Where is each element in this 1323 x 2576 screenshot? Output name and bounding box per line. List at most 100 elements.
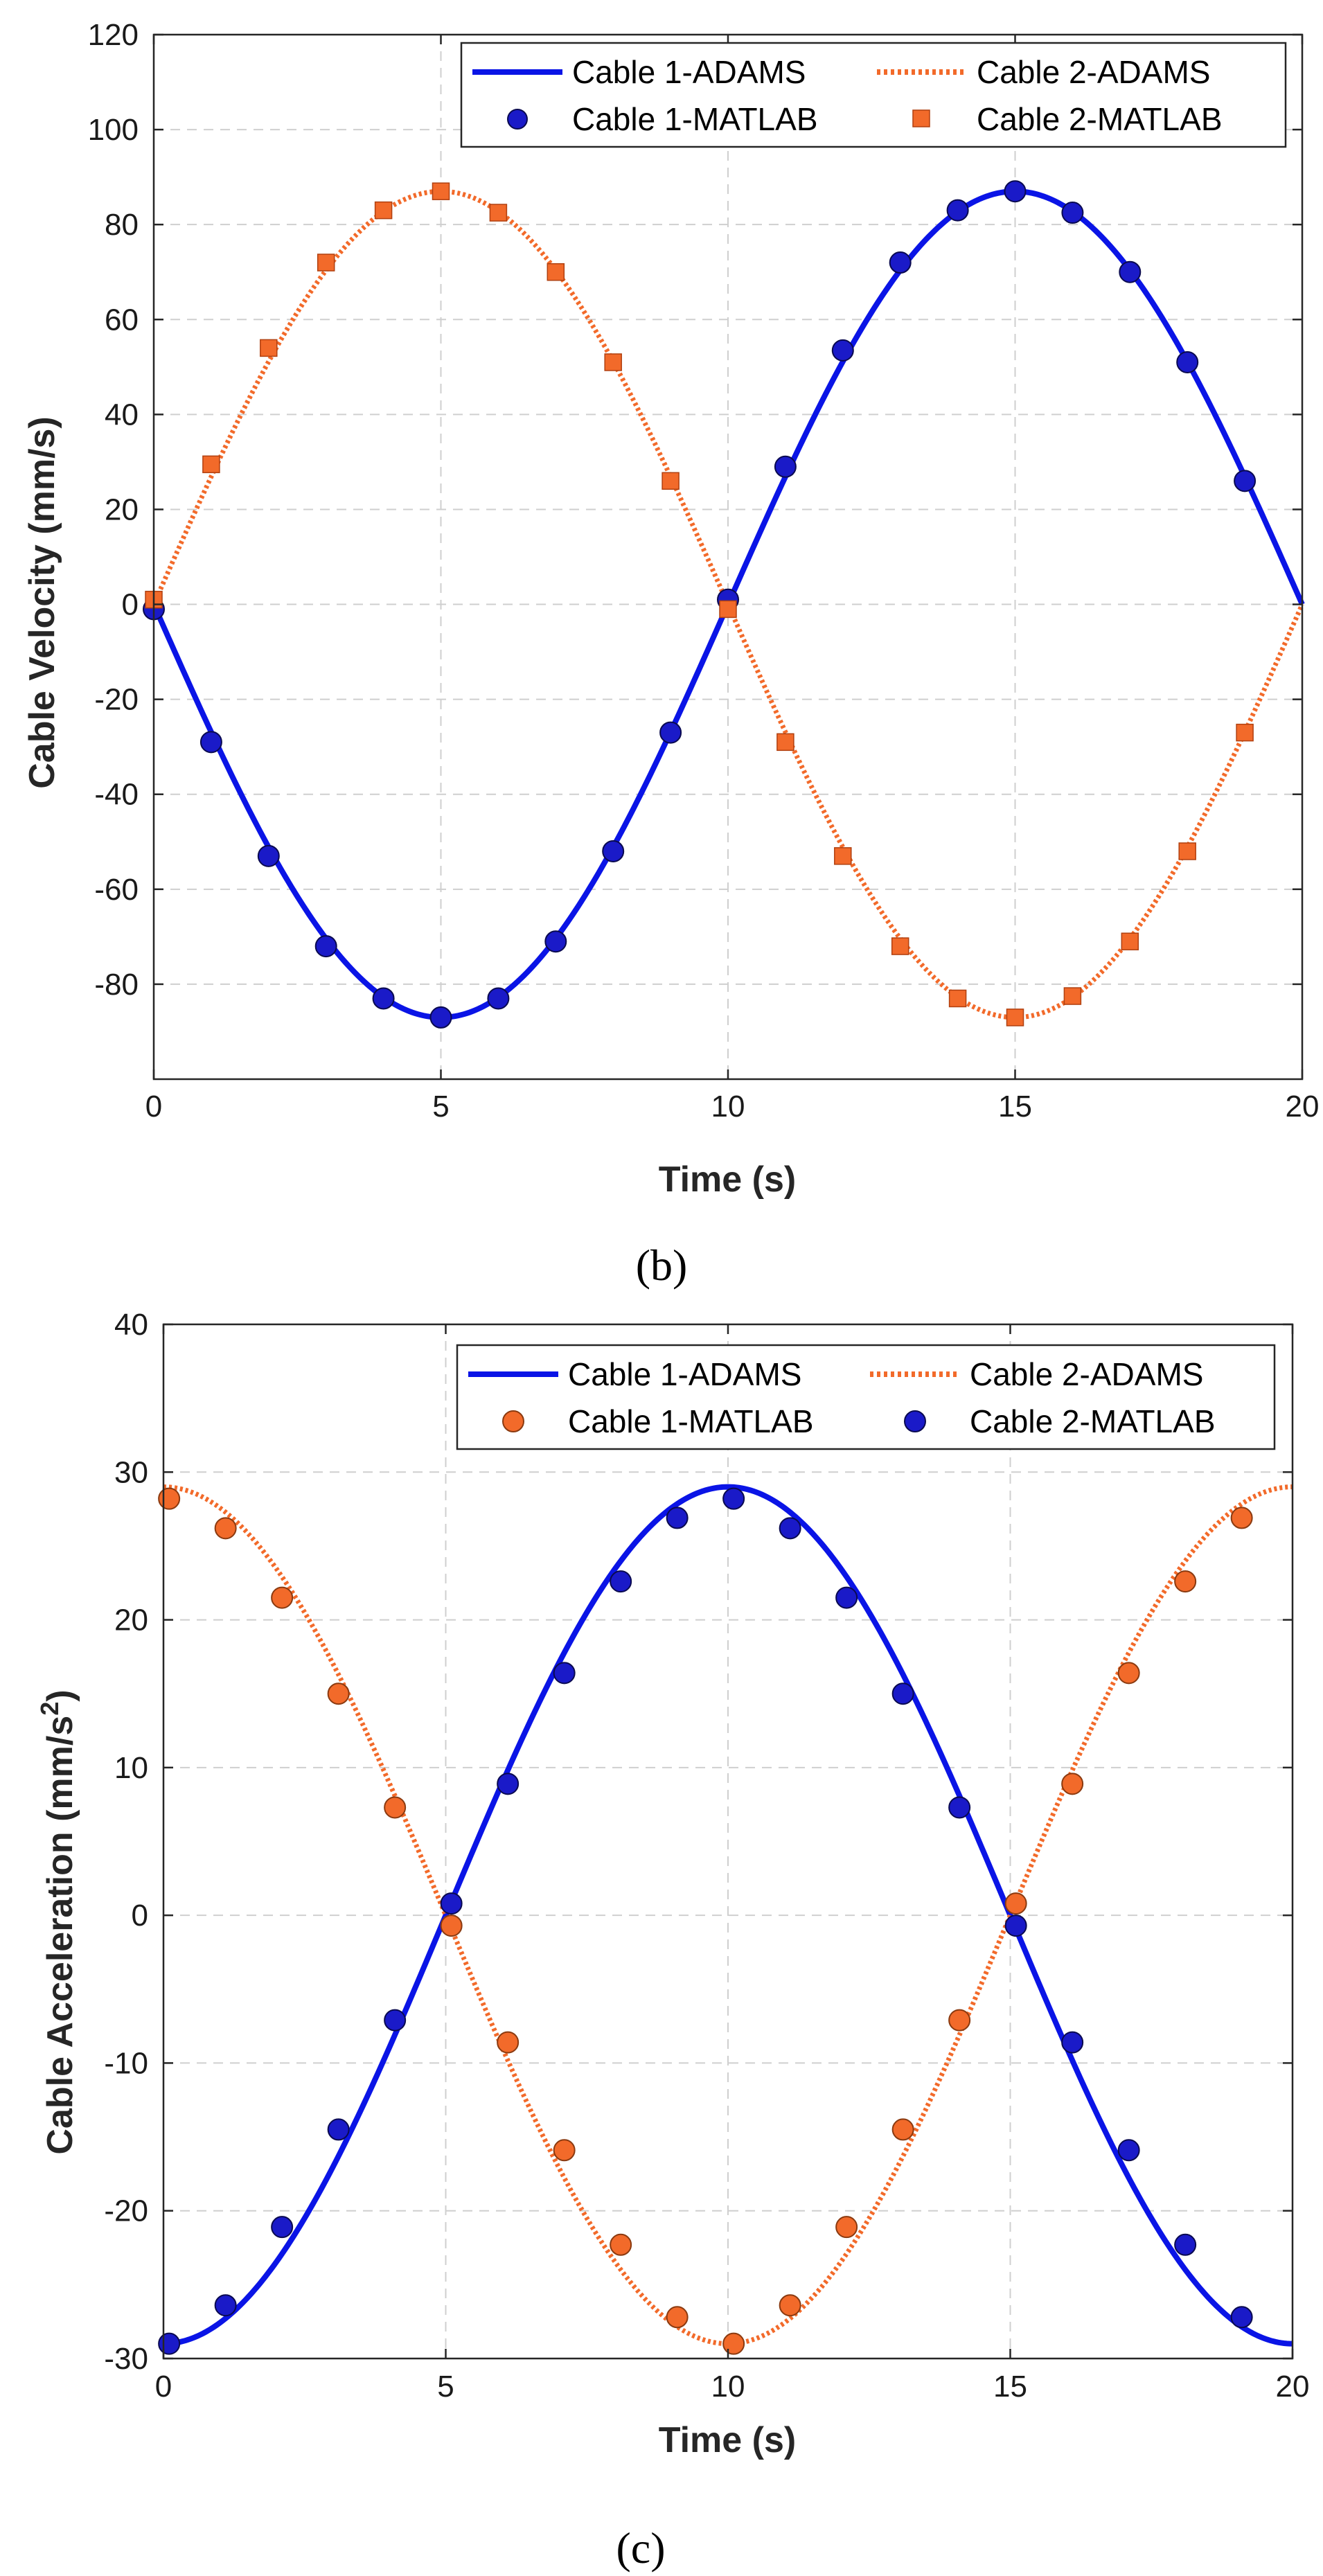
acceleration-series-cable-1-matlab-point <box>948 2009 971 2032</box>
acceleration-y-tick-label: -20 <box>104 2194 148 2228</box>
acceleration-series-cable-1-matlab-point <box>384 1796 407 1819</box>
acceleration-x-tick-label: 10 <box>711 2370 745 2404</box>
acceleration-series-cable-1-matlab-point <box>1230 1507 1253 1529</box>
velocity-series-cable-2-matlab-point <box>1063 987 1082 1005</box>
legend-label-cable2-matlab: Cable 2-MATLAB <box>970 1403 1216 1439</box>
acceleration-series-cable-1-matlab-point <box>1117 1662 1140 1685</box>
acceleration-y-tick-label: 0 <box>132 1899 148 1933</box>
velocity-series-cable-2-matlab-point <box>834 847 852 865</box>
velocity-series-cable-1-matlab-point <box>1234 470 1257 492</box>
acceleration-series-cable-1-matlab-point <box>835 2216 858 2239</box>
velocity-y-tick-label: -40 <box>94 778 139 812</box>
velocity-series-cable-1-matlab-point <box>429 1006 452 1029</box>
velocity-y-tick-label: -60 <box>94 873 139 907</box>
velocity-x-tick-label: 10 <box>711 1090 745 1123</box>
velocity-series <box>143 180 1305 1029</box>
acceleration-series-cable-2-matlab-point <box>1230 2306 1253 2329</box>
acceleration-series-cable-1-matlab-point <box>610 2233 632 2256</box>
acceleration-legend-box <box>456 1344 1276 1450</box>
acceleration-series-cable-2-matlab-point <box>158 2332 181 2355</box>
caption-c: (c) <box>616 2523 665 2573</box>
acceleration-chart: 0 5 10 15 20 -30 -20 -10 0 10 20 30 40 Time (s) Cabl… <box>35 1308 1309 2573</box>
velocity-series-cable-1-matlab-point <box>314 935 337 958</box>
acceleration-series-cable-2-matlab-point <box>1004 1915 1027 1937</box>
velocity-x-tick-label: 5 <box>432 1090 449 1123</box>
acceleration-series-cable-2-matlab-point <box>440 1892 463 1915</box>
velocity-x-tick-label: 0 <box>145 1090 162 1123</box>
velocity-series-cable-1-matlab-point <box>257 844 280 867</box>
velocity-series-cable-2-matlab-point <box>1236 723 1254 742</box>
acceleration-series-cable-2-matlab-point <box>835 1586 858 1609</box>
velocity-y-tick-label: 20 <box>105 492 139 526</box>
velocity-series-cable-2-matlab-point <box>1121 932 1139 950</box>
velocity-y-tick-label: 80 <box>105 208 139 242</box>
velocity-legend: Cable 1-ADAMS Cable 2-ADAMS Cable 1-MATL… <box>460 42 1287 148</box>
acceleration-series-cable-1-matlab-point <box>891 2118 914 2141</box>
acceleration-series-cable-2-matlab-point <box>722 1487 745 1510</box>
velocity-series-cable-1-matlab-point <box>1004 180 1027 203</box>
velocity-grid <box>154 35 1302 1079</box>
velocity-series-cable-2-matlab-point <box>202 455 220 474</box>
velocity-series-cable-2-matlab-point <box>317 254 335 272</box>
velocity-series-cable-2-matlab-point <box>489 204 508 222</box>
legend-label-cable2-adams: Cable 2-ADAMS <box>977 54 1210 90</box>
velocity-y-tick-label: -80 <box>94 968 139 1002</box>
velocity-series-cable-1-matlab-point <box>602 840 625 862</box>
caption-b: (b) <box>636 1241 688 1290</box>
acceleration-y-tick-label: 20 <box>114 1604 148 1637</box>
velocity-series-cable-1-matlab-point <box>487 987 510 1010</box>
acceleration-series-cable-1-matlab-point <box>779 2294 801 2317</box>
legend-label-cable1-adams: Cable 1-ADAMS <box>572 54 806 90</box>
acceleration-series-cable-1-matlab-point <box>1174 1570 1197 1593</box>
velocity-series-cable-2-matlab-point <box>948 989 967 1008</box>
acceleration-series-cable-2-matlab-point <box>1061 2031 1084 2054</box>
acceleration-series-cable-1-matlab-point <box>1061 1773 1084 1795</box>
acceleration-axes: 0 5 10 15 20 -30 -20 -10 0 10 20 30 40 <box>104 1308 1309 2404</box>
acceleration-series-cable-1-matlab-point <box>271 1586 294 1609</box>
acceleration-series-cable-1-matlab-point <box>214 1517 237 1540</box>
legend-label-cable2-matlab: Cable 2-MATLAB <box>977 101 1223 137</box>
legend-label-cable1-matlab: Cable 1-MATLAB <box>568 1403 814 1439</box>
acceleration-series-cable-1-matlab-point <box>553 2139 576 2162</box>
velocity-axes: 0 5 10 15 20 -80 -60 -40 -20 0 20 40 60 80 100 120 <box>88 18 1320 1123</box>
velocity-series-cable-1-matlab-point <box>372 987 395 1010</box>
velocity-series-cable-1-matlab-point <box>1119 260 1142 283</box>
acceleration-series-cable-2-matlab-point <box>666 1507 689 1529</box>
acceleration-legend: Cable 1-ADAMS Cable 2-ADAMS Cable 1-MATL… <box>456 1344 1276 1450</box>
velocity-series-cable-2-matlab-point <box>1178 842 1196 860</box>
acceleration-series-cable-1-matlab-point <box>327 1682 350 1705</box>
velocity-series-cable-1-matlab-point <box>889 251 912 274</box>
acceleration-y-tick-label: -10 <box>104 2046 148 2080</box>
velocity-series-cable-2-matlab-point <box>547 263 565 281</box>
velocity-series-cable-2-matlab-point <box>604 353 622 371</box>
acceleration-series-cable-1-matlab-point <box>158 1487 181 1510</box>
velocity-series-cable-1-matlab-point <box>544 930 567 953</box>
acceleration-y-tick-label: 40 <box>114 1308 148 1342</box>
velocity-legend-box <box>460 42 1287 148</box>
acceleration-x-tick-label: 0 <box>155 2370 172 2404</box>
acceleration-series-cable-1-matlab-point <box>497 2031 520 2054</box>
acceleration-series-cable-2-matlab-point <box>610 1570 632 1593</box>
legend-circle-marker-icon <box>507 109 528 130</box>
acceleration-series-cable-1-matlab-point <box>440 1915 463 1937</box>
legend-label-cable1-adams: Cable 1-ADAMS <box>568 1356 801 1392</box>
acceleration-x-tick-label: 15 <box>993 2370 1027 2404</box>
acceleration-series-cable-2-matlab-point <box>214 2294 237 2317</box>
acceleration-series-cable-2-matlab-point <box>327 2118 350 2141</box>
velocity-chart: 0 5 10 15 20 -80 -60 -40 -20 0 20 40 60 80 100 120 Time… <box>22 18 1320 1290</box>
acceleration-series-cable-1-adams-line <box>163 1484 1293 2347</box>
acceleration-series-cable-2-matlab-point <box>553 1662 576 1685</box>
acceleration-series-cable-2-matlab-point <box>384 2009 407 2032</box>
acceleration-series-cable-2-matlab-point <box>1117 2139 1140 2162</box>
velocity-x-tick-label: 20 <box>1286 1090 1320 1123</box>
velocity-series-cable-2-matlab-point <box>891 937 909 955</box>
velocity-series-cable-1-matlab-point <box>199 731 222 754</box>
legend-circle-marker-icon <box>502 1410 524 1432</box>
velocity-series-cable-2-matlab-point <box>719 600 737 619</box>
acceleration-series-cable-2-matlab-point <box>891 1682 914 1705</box>
acceleration-y-tick-label: 30 <box>114 1455 148 1489</box>
velocity-x-axis-label: Time (s) <box>659 1160 796 1200</box>
velocity-y-tick-label: 120 <box>88 18 139 52</box>
legend-square-marker-icon <box>912 109 930 127</box>
